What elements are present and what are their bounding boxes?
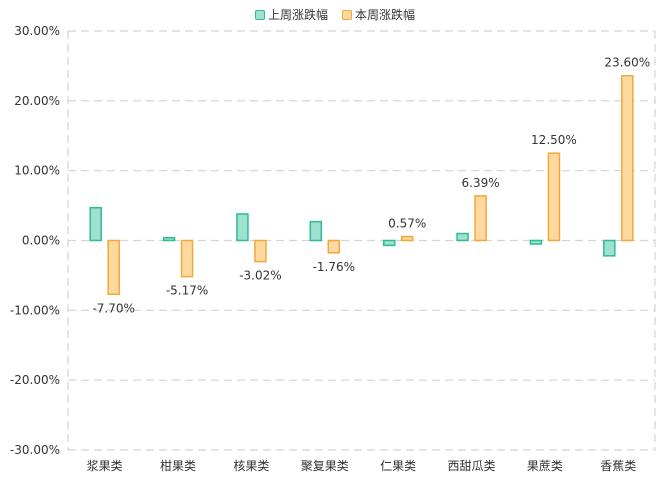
bar-this-week xyxy=(254,239,267,263)
y-tick-label: -10.00% xyxy=(10,303,60,317)
y-tick-label: -20.00% xyxy=(10,373,60,387)
bar-last-week xyxy=(236,213,249,242)
bar-this-week xyxy=(621,74,634,242)
bar-this-week xyxy=(474,195,487,242)
data-label-this-week: 0.57% xyxy=(388,217,426,231)
bar-last-week xyxy=(529,239,543,245)
legend-swatch-this-week xyxy=(342,9,352,20)
bar-last-week xyxy=(603,239,616,257)
legend-item-last-week[interactable]: 上周涨跌幅 xyxy=(254,6,328,23)
y-tick-label: 30.00% xyxy=(14,24,60,38)
x-category-label: 浆果类 xyxy=(87,458,123,473)
bar-this-week xyxy=(327,239,341,254)
x-category-label: 仁果类 xyxy=(380,459,416,473)
x-category-label: 果蔗类 xyxy=(527,459,563,473)
x-category-label: 聚复果类 xyxy=(301,459,349,473)
y-tick-label: 0.00% xyxy=(22,234,60,248)
x-category-label: 香蕉类 xyxy=(600,459,636,473)
legend-label-last-week: 上周涨跌幅 xyxy=(267,8,328,22)
legend: 上周涨跌幅 本周涨跌幅 xyxy=(0,6,670,23)
data-label-this-week: 12.50% xyxy=(531,133,577,147)
data-label-this-week: -1.76% xyxy=(313,260,355,274)
bar-last-week xyxy=(89,206,102,242)
data-label-this-week: -5.17% xyxy=(166,284,208,298)
bar-this-week xyxy=(547,152,561,242)
y-tick-label: -30.00% xyxy=(10,443,60,457)
bar-this-week xyxy=(180,239,194,278)
x-category-label: 西甜瓜类 xyxy=(448,459,496,473)
bar-this-week xyxy=(107,239,120,296)
legend-swatch-last-week xyxy=(254,9,265,20)
data-label-this-week: -3.02% xyxy=(239,269,281,283)
bar-last-week xyxy=(456,232,469,242)
y-tick-label: 20.00% xyxy=(14,94,60,108)
y-tick-label: 10.00% xyxy=(14,164,60,178)
bar-last-week xyxy=(309,220,323,242)
bar-last-week xyxy=(382,239,396,247)
data-label-this-week: 23.60% xyxy=(604,56,650,70)
data-label-this-week: -7.70% xyxy=(92,301,134,315)
data-label-this-week: 6.39% xyxy=(462,176,500,190)
bar-this-week xyxy=(400,235,414,242)
x-category-label: 柑果类 xyxy=(160,458,196,473)
bar-last-week xyxy=(162,236,176,242)
legend-label-this-week: 本周涨跌幅 xyxy=(355,8,416,22)
legend-item-this-week[interactable]: 本周涨跌幅 xyxy=(342,6,415,23)
x-category-label: 核果类 xyxy=(233,459,269,473)
